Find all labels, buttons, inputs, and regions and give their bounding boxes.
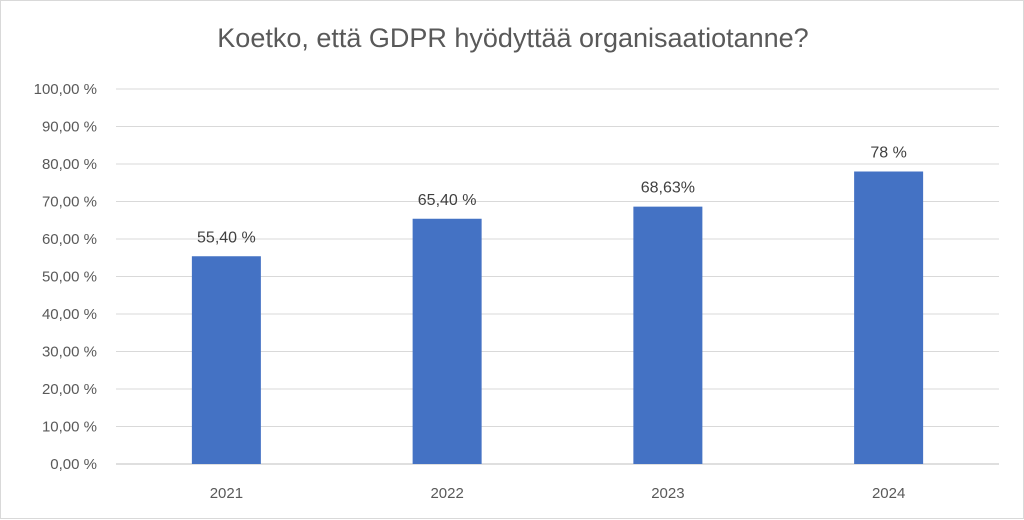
data-label: 78 % bbox=[870, 145, 906, 162]
chart-title: Koetko, että GDPR hyödyttää organisaatio… bbox=[217, 23, 809, 53]
y-tick-label: 90,00 % bbox=[42, 119, 97, 136]
bar bbox=[633, 206, 703, 464]
bar bbox=[412, 218, 482, 464]
x-tick-label: 2021 bbox=[210, 485, 243, 502]
y-tick-label: 40,00 % bbox=[42, 306, 97, 323]
y-tick-label: 80,00 % bbox=[42, 156, 97, 173]
x-tick-label: 2024 bbox=[872, 485, 905, 502]
x-tick-label: 2023 bbox=[651, 485, 684, 502]
data-label: 65,40 % bbox=[418, 192, 477, 209]
y-tick-label: 30,00 % bbox=[42, 344, 97, 361]
x-tick-label: 2022 bbox=[430, 485, 463, 502]
data-label: 55,40 % bbox=[197, 229, 256, 246]
y-tick-label: 100,00 % bbox=[34, 81, 97, 98]
bar bbox=[854, 171, 924, 464]
y-tick-label: 10,00 % bbox=[42, 419, 97, 436]
y-tick-label: 60,00 % bbox=[42, 231, 97, 248]
bar bbox=[191, 256, 261, 464]
y-tick-label: 70,00 % bbox=[42, 194, 97, 211]
y-tick-label: 20,00 % bbox=[42, 381, 97, 398]
y-tick-label: 0,00 % bbox=[50, 456, 97, 473]
y-tick-label: 50,00 % bbox=[42, 269, 97, 286]
data-label: 68,63% bbox=[641, 180, 695, 197]
